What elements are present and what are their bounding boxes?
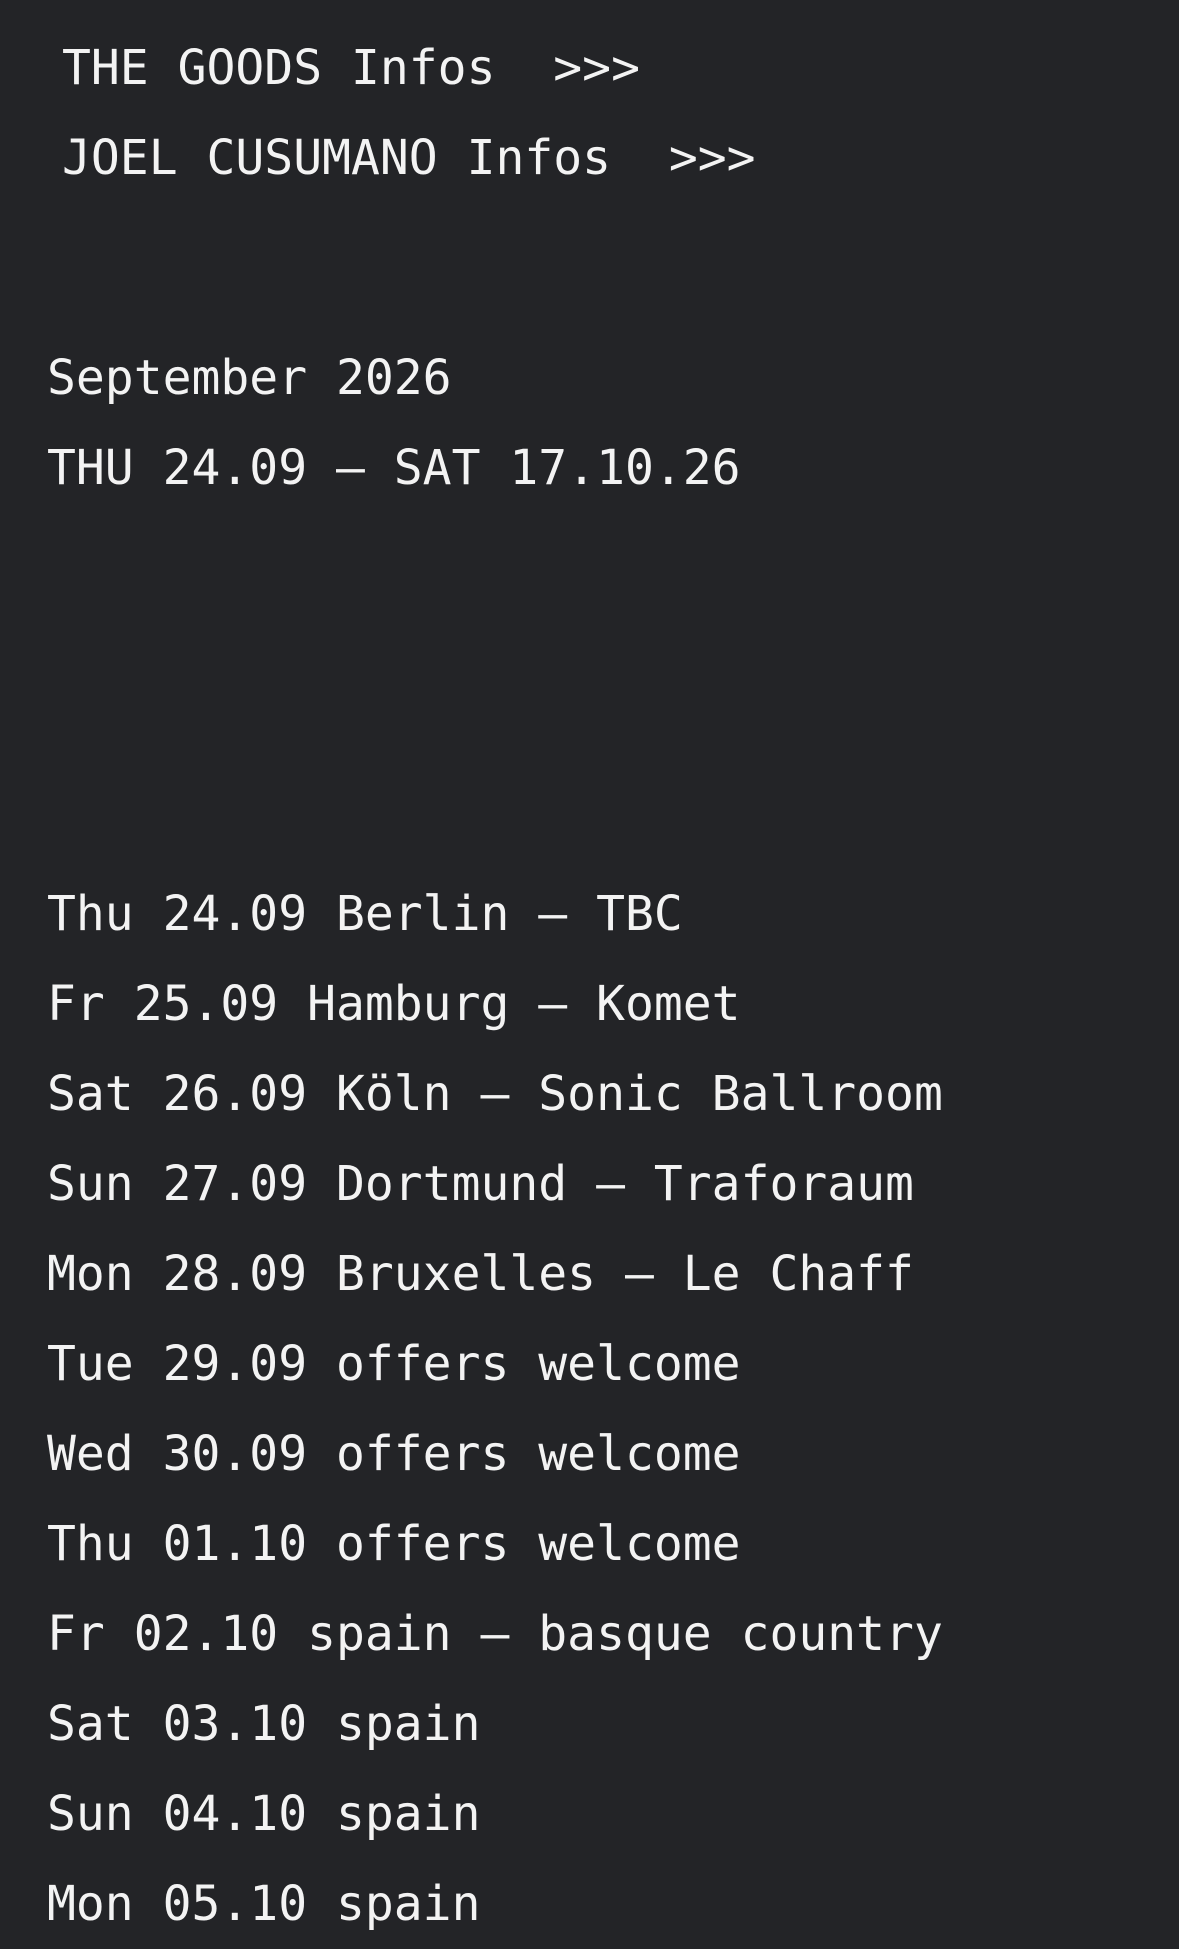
tour-date-row: Sat 03.10 spain <box>47 1696 481 1752</box>
tour-date-row: Fr 25.09 Hamburg — Komet <box>47 976 741 1032</box>
tour-date-row: Mon 05.10 spain <box>47 1876 481 1932</box>
tour-date-row: Fr 02.10 spain — basque country <box>47 1606 943 1662</box>
tour-date-row: Mon 28.09 Bruxelles — Le Chaff <box>47 1246 914 1302</box>
nav-link-joel-cusumano-infos[interactable]: JOEL CUSUMANO Infos >>> <box>62 130 756 186</box>
tour-header: September 2026 THU 24.09 — SAT 17.10.26 <box>0 333 1179 513</box>
top-nav: THE GOODS Infos >>> JOEL CUSUMANO Infos … <box>0 0 1179 203</box>
tour-date-row: Thu 01.10 offers welcome <box>47 1516 741 1572</box>
tour-date-row: Wed 30.09 offers welcome <box>47 1426 741 1482</box>
tour-dates-list: Thu 24.09 Berlin — TBC Fr 25.09 Hamburg … <box>0 869 1179 1949</box>
tour-date-row: Sun 27.09 Dortmund — Traforaum <box>47 1156 914 1212</box>
tour-date-row: Thu 24.09 Berlin — TBC <box>47 886 683 942</box>
tour-date-row: Tue 29.09 offers welcome <box>47 1336 741 1392</box>
tour-date-range: THU 24.09 — SAT 17.10.26 <box>47 440 741 496</box>
tour-date-row: Sun 04.10 spain <box>47 1786 481 1842</box>
tour-date-row: Sat 26.09 Köln — Sonic Ballroom <box>47 1066 943 1122</box>
nav-link-the-goods-infos[interactable]: THE GOODS Infos >>> <box>62 40 640 96</box>
month-title: September 2026 <box>47 350 452 406</box>
